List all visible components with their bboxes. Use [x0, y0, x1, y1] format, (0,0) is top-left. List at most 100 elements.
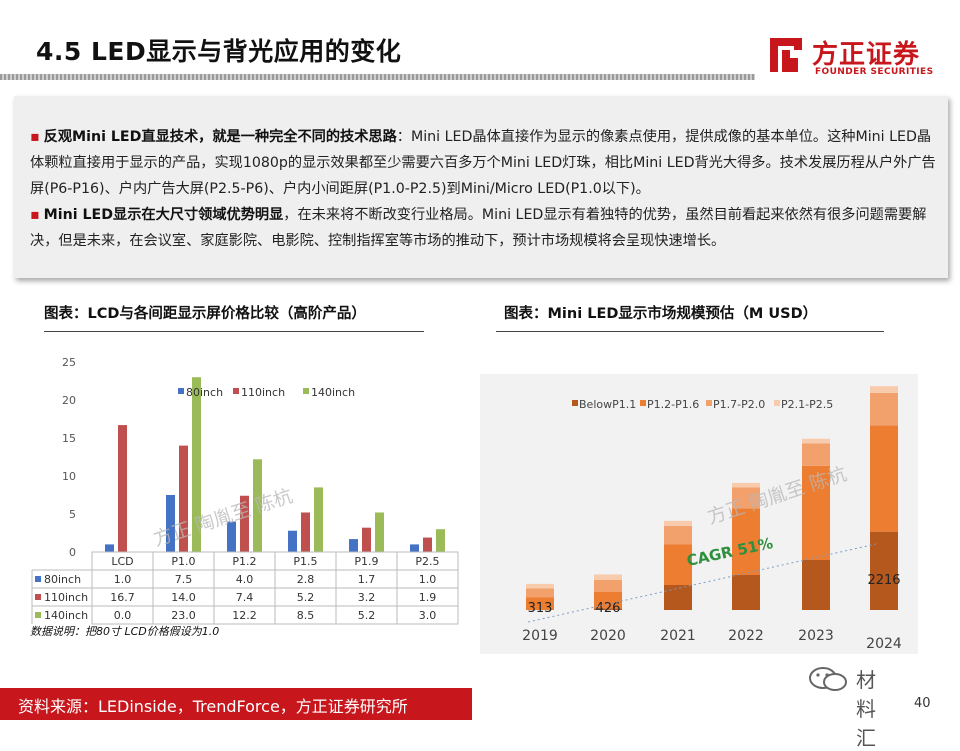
table-cell: 12.2 [232, 609, 257, 622]
total-label-2019: 313 [528, 601, 553, 616]
total-label-2024: 2216 [867, 573, 900, 588]
bar-BelowP1.1-2020 [594, 608, 622, 610]
table-cell: 7.4 [236, 591, 254, 604]
bar-P2.1-P2.5-2024 [870, 386, 898, 393]
y-tick-label: 5 [69, 508, 76, 521]
page-title: 4.5 LED显示与背光应用的变化 [36, 37, 402, 66]
bullet-icon: ▪ [30, 129, 40, 145]
x-tick-label: 2023 [798, 628, 834, 644]
bar-110inch-P1.9 [362, 527, 371, 552]
bar-P2.1-P2.5-2022 [732, 482, 760, 488]
table-cell: 1.7 [358, 573, 376, 586]
chart2-caption: 图表：Mini LED显示市场规模预估（M USD） [504, 306, 818, 322]
legend-swatch-BelowP1.1 [572, 400, 578, 406]
bar-P1.2-P1.6-2023 [802, 465, 830, 560]
company-logo: 方正证券 FOUNDER SECURITIES [768, 34, 938, 80]
legend-swatch-140inch [303, 388, 309, 394]
summary-box [14, 96, 948, 278]
table-cell: 23.0 [171, 609, 196, 622]
logo-text-cn: 方正证券 [812, 40, 921, 70]
bar-P2.1-P2.5-2019 [526, 583, 554, 589]
x-tick-label: 2021 [660, 628, 696, 644]
summary-2-bold: Mini LED显示在大尺寸领域优势明显 [43, 207, 284, 223]
bar-P1.7-P2.0-2022 [732, 487, 760, 509]
y-tick-label: 25 [62, 356, 76, 369]
bar-P2.1-P2.5-2020 [594, 574, 622, 580]
bar-140inch-P1.0 [192, 377, 201, 552]
chart1-caption-rule [44, 331, 424, 332]
x-tick-label: 2024 [866, 636, 902, 652]
bar-80inch-P1.0 [166, 495, 175, 552]
table-legend-swatch [35, 612, 41, 618]
bar-P1.7-P2.0-2020 [594, 580, 622, 592]
x-tick-label: 2020 [590, 628, 626, 644]
source-text: 资料来源：LEDinside，TrendForce，方正证券研究所 [18, 697, 408, 716]
category-label: P1.2 [232, 555, 256, 568]
bar-110inch-LCD [118, 425, 127, 552]
bar-BelowP1.1-2023 [802, 560, 830, 610]
bar-P2.1-P2.5-2021 [664, 520, 692, 526]
bar-110inch-P1.5 [301, 512, 310, 552]
y-tick-label: 10 [62, 470, 76, 483]
legend-label-140inch: 140inch [311, 386, 355, 399]
bar-P1.7-P2.0-2023 [802, 443, 830, 466]
bar-P1.2-P1.6-2022 [732, 508, 760, 575]
table-cell: 2.8 [297, 573, 315, 586]
summary-paragraph-2: ▪ Mini LED显示在大尺寸领域优势明显，在未来将不断改变行业格局。Mini … [30, 202, 936, 254]
table-cell: 14.0 [171, 591, 196, 604]
source-bar [0, 688, 472, 720]
y-tick-label: 0 [69, 546, 76, 559]
bar-140inch-P1.5 [314, 487, 323, 552]
legend-label-80inch: 80inch [186, 386, 223, 399]
bar-80inch-P1.2 [227, 521, 236, 552]
bar-110inch-P1.2 [240, 495, 249, 552]
table-row-label: 110inch [44, 591, 88, 604]
bar-BelowP1.1-2021 [664, 585, 692, 610]
bar-P1.7-P2.0-2021 [664, 525, 692, 545]
table-cell: 0.0 [114, 609, 132, 622]
title-divider [0, 74, 755, 80]
bar-P1.2-P1.6-2021 [664, 544, 692, 585]
bar-P1.2-P1.6-2024 [870, 425, 898, 532]
summary-1-text: ：Mini LED晶体直接作为显示的像素点使用，提供成像的基本单位。这种Mini… [30, 129, 936, 197]
table-cell: 1.0 [419, 573, 437, 586]
summary-paragraph-1: ▪ 反观Mini LED直显技术，就是一种完全不同的技术思路：Mini LED晶体… [30, 124, 936, 202]
summary-1-bold: 反观Mini LED直显技术，就是一种完全不同的技术思路 [43, 129, 397, 145]
table-cell: 8.5 [297, 609, 315, 622]
bar-80inch-P1.5 [288, 530, 297, 552]
legend-swatch-P1.2-P1.6 [640, 400, 646, 406]
table-cell: 1.9 [419, 591, 437, 604]
bar-P1.2-P1.6-2020 [594, 591, 622, 609]
chart2-caption-rule [496, 331, 884, 332]
table-legend-swatch [35, 594, 41, 600]
legend-label-P1.7-P2.0: P1.7-P2.0 [713, 398, 765, 411]
summary-2-text: ，在未来将不断改变行业格局。Mini LED显示有着独特的优势，虽然目前看起来依… [30, 207, 927, 249]
wechat-name: 材料汇 [856, 668, 876, 750]
bar-80inch-LCD [105, 544, 114, 552]
legend-label-P1.2-P1.6: P1.2-P1.6 [647, 398, 699, 411]
table-cell: 5.2 [358, 609, 376, 622]
bar-P1.7-P2.0-2024 [870, 392, 898, 426]
table-cell: 1.0 [114, 573, 132, 586]
table-cell: 16.7 [110, 591, 135, 604]
legend-label-BelowP1.1: BelowP1.1 [579, 398, 636, 411]
table-row-label: 140inch [44, 609, 88, 622]
logo-text-en: FOUNDER SECURITIES [815, 67, 934, 77]
wechat-icon [809, 667, 847, 691]
category-label: P1.5 [293, 555, 317, 568]
bar-80inch-P1.9 [349, 539, 358, 552]
table-cell: 3.0 [419, 609, 437, 622]
bar-140inch-P1.9 [375, 512, 384, 552]
bar-110inch-P1.0 [179, 445, 188, 552]
y-tick-label: 15 [62, 432, 76, 445]
legend-swatch-110inch [233, 388, 239, 394]
table-legend-swatch [35, 576, 41, 582]
bar-140inch-P1.2 [253, 459, 262, 552]
y-tick-label: 20 [62, 394, 76, 407]
table-cell: 4.0 [236, 573, 254, 586]
legend-swatch-P2.1-P2.5 [774, 400, 780, 406]
page-number: 40 [914, 696, 931, 711]
x-tick-label: 2019 [522, 628, 558, 644]
chart1-caption: 图表：LCD与各间距显示屏价格比较（高阶产品） [44, 306, 366, 322]
table-row-label: 80inch [44, 573, 81, 586]
